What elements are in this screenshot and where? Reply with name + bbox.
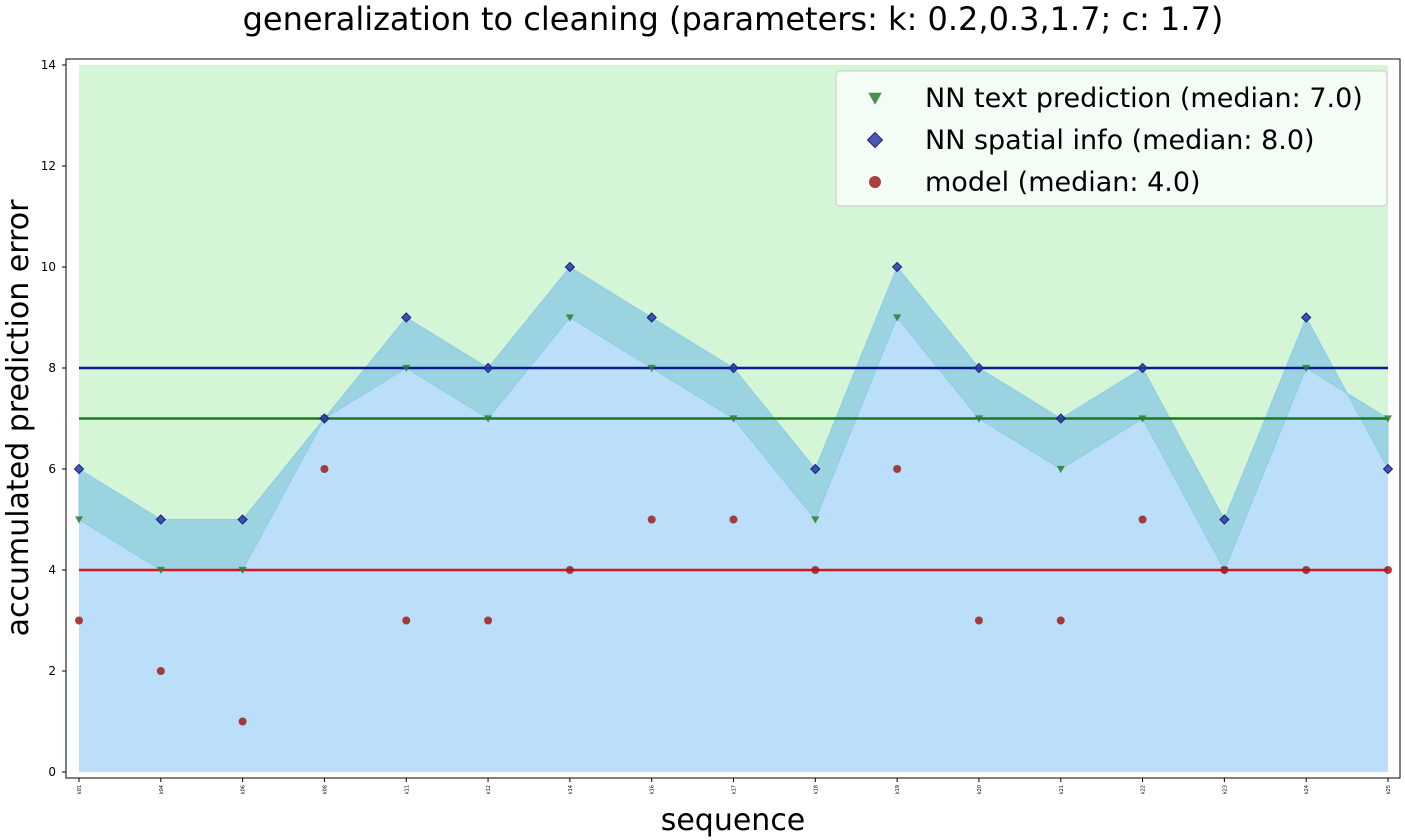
legend-label-triangle-down: NN text prediction (median: 7.0) — [925, 83, 1363, 114]
point-circle-k06 — [238, 717, 247, 726]
point-diamond-k24 — [1300, 312, 1312, 323]
x-tick-label: k01 — [77, 785, 83, 794]
point-triangle-down-k14 — [565, 314, 574, 322]
point-circle-k17 — [729, 515, 738, 524]
point-circle-k22 — [1138, 515, 1147, 524]
y-tick-label: 8 — [48, 361, 56, 375]
y-tick-label: 14 — [41, 58, 56, 72]
point-diamond-k23 — [1219, 514, 1230, 525]
point-diamond-k11 — [401, 312, 412, 323]
point-triangle-down-k06 — [238, 566, 247, 574]
x-tick-label: k06 — [241, 785, 247, 794]
legend-label-diamond: NN spatial info (median: 8.0) — [925, 125, 1315, 156]
x-axis: k01 k04 k06 k08 k11 k12 k14 k16 k17 k18 k19 k20 k21 k… — [77, 778, 1392, 794]
legend-marker-diamond — [866, 131, 884, 149]
point-circle-k21 — [1056, 616, 1065, 625]
y-axis-label: accumulated prediction error — [1, 199, 36, 636]
x-tick-label: k12 — [486, 785, 492, 794]
point-triangle-down-k16 — [647, 364, 656, 373]
point-triangle-down-k18 — [811, 516, 820, 524]
point-circle-k24 — [1302, 566, 1311, 574]
point-circle-k23 — [1220, 566, 1229, 574]
y-tick-label: 0 — [48, 765, 56, 779]
area-under-text-prediction — [79, 317, 1388, 772]
point-circle-k18 — [811, 566, 820, 574]
point-circle-k16 — [647, 515, 656, 524]
point-triangle-down-k12 — [484, 415, 493, 423]
point-diamond-k25 — [1382, 463, 1394, 475]
point-triangle-down-k17 — [729, 415, 738, 423]
point-circle-k12 — [484, 616, 493, 625]
x-tick-label: k19 — [895, 785, 901, 794]
legend: NN text prediction (median: 7.0) NN spati… — [835, 70, 1388, 207]
point-diamond-k01 — [73, 463, 85, 475]
point-triangle-down-k20 — [974, 415, 983, 423]
point-diamond-k04 — [155, 514, 167, 525]
x-tick-label: k08 — [322, 785, 328, 794]
x-tick-label: k24 — [1304, 785, 1310, 794]
point-triangle-down-k25 — [1384, 415, 1392, 423]
point-triangle-down-k21 — [1056, 465, 1065, 474]
point-triangle-down-k01 — [75, 516, 83, 524]
x-tick-label: k23 — [1222, 785, 1228, 794]
x-tick-label: k11 — [404, 785, 410, 794]
point-triangle-down-k24 — [1302, 364, 1311, 373]
point-triangle-down-k04 — [156, 566, 165, 574]
point-circle-k25 — [1384, 566, 1392, 574]
point-diamond-k14 — [564, 261, 576, 273]
x-tick-label: k18 — [813, 785, 819, 794]
x-tick-label: k16 — [650, 785, 656, 794]
point-diamond-k21 — [1055, 413, 1067, 424]
y-tick-label: 6 — [48, 462, 56, 476]
point-diamond-k20 — [973, 362, 985, 374]
y-axis: 0 2 4 6 8 10 12 14 — [41, 58, 66, 779]
point-circle-k11 — [402, 616, 411, 625]
point-triangle-down-k11 — [402, 364, 411, 373]
x-tick-label: k20 — [977, 785, 983, 794]
point-diamond-k17 — [728, 362, 739, 374]
point-diamond-k18 — [810, 463, 821, 475]
chart-title: generalization to cleaning (parameters: … — [243, 0, 1224, 38]
point-diamond-k12 — [482, 362, 494, 374]
y-tick-label: 12 — [41, 159, 56, 173]
y-tick-label: 4 — [48, 563, 56, 577]
x-axis-label: sequence — [661, 803, 806, 838]
x-tick-label: k25 — [1386, 785, 1392, 794]
point-triangle-down-k19 — [893, 314, 902, 322]
legend-box — [835, 70, 1388, 207]
y-tick-label: 2 — [48, 664, 56, 678]
point-circle-k14 — [565, 566, 574, 574]
y-tick-label: 10 — [41, 260, 56, 274]
point-circle-k04 — [156, 667, 165, 675]
point-circle-k20 — [974, 616, 983, 625]
point-diamond-k22 — [1137, 362, 1148, 374]
x-tick-label: k14 — [568, 785, 574, 794]
point-circle-k08 — [320, 465, 329, 473]
x-tick-label: k21 — [1059, 785, 1065, 794]
point-diamond-k19 — [891, 261, 903, 273]
x-tick-label: k04 — [159, 785, 165, 794]
point-circle-k19 — [893, 465, 902, 473]
point-diamond-k08 — [319, 413, 330, 424]
point-diamond-k16 — [646, 312, 657, 323]
marker-layer — [73, 261, 1394, 726]
point-circle-k01 — [75, 616, 83, 625]
x-tick-label: k22 — [1141, 785, 1147, 794]
legend-label-circle: model (median: 4.0) — [925, 167, 1201, 198]
point-diamond-k06 — [237, 514, 248, 525]
legend-marker-triangle-down — [868, 92, 882, 105]
point-triangle-down-k22 — [1138, 415, 1147, 423]
legend-marker-circle — [869, 176, 881, 188]
x-tick-label: k17 — [732, 785, 738, 794]
